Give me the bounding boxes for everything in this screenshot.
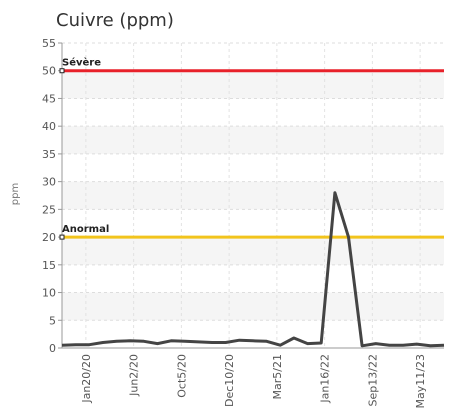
data-series xyxy=(61,191,445,348)
threshold-label: Sévère xyxy=(62,57,101,69)
background-band xyxy=(62,126,444,154)
y-tick-label: 0 xyxy=(49,342,56,355)
y-tick-label: 30 xyxy=(42,176,56,189)
threshold-marker xyxy=(59,68,65,74)
background-band xyxy=(62,70,444,99)
y-axis-label: ppm xyxy=(10,183,21,205)
grid-lines xyxy=(62,42,444,349)
series-line xyxy=(61,191,445,348)
x-tick-label: Dec10/20 xyxy=(223,354,236,407)
x-tick-label: May11/23 xyxy=(414,354,427,408)
x-tick-label: Jan16/22 xyxy=(319,354,332,404)
background-band xyxy=(62,237,444,265)
background-band xyxy=(62,292,444,321)
y-tick-label: 20 xyxy=(42,231,56,244)
threshold-label: Anormal xyxy=(62,224,109,235)
x-tick-label: Jun2/20 xyxy=(128,354,141,397)
y-tick-label: 55 xyxy=(42,37,56,50)
y-tick-label: 35 xyxy=(42,148,56,161)
threshold-marker xyxy=(59,234,65,240)
y-tick-label: 50 xyxy=(42,65,56,78)
y-tick-label: 15 xyxy=(42,259,56,272)
x-tick-label: Sep13/22 xyxy=(366,354,379,406)
tick-labels: 0 5 10 15 20 25 30 35 40 45 50 55 Jan20/20 Jun2/20 Oct… xyxy=(42,37,427,408)
threshold-lines: Sévère Anormal xyxy=(59,57,444,240)
y-tick-label: 45 xyxy=(42,92,56,105)
background-bands xyxy=(62,70,444,321)
background-band xyxy=(62,181,444,210)
y-tick-label: 25 xyxy=(42,203,56,216)
chart-title: Cuivre (ppm) xyxy=(56,10,174,31)
y-tick-label: 40 xyxy=(42,120,56,133)
x-tick-label: Jan20/20 xyxy=(80,354,93,404)
y-tick-label: 10 xyxy=(42,287,56,300)
x-tick-label: Oct5/20 xyxy=(175,354,188,398)
x-tick-label: Mar5/21 xyxy=(271,354,284,399)
y-tick-label: 5 xyxy=(49,314,56,327)
